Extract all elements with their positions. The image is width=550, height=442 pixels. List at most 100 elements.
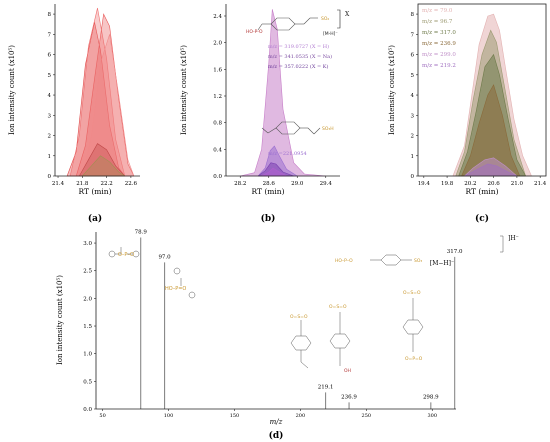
- peak-label: 317.0: [447, 249, 463, 255]
- x-tick-label: 21.4: [52, 181, 65, 187]
- peak-label: 219.1: [318, 384, 334, 390]
- phosphate-ion-icon: [108, 247, 140, 258]
- y-tick-label: 1.0: [83, 352, 92, 358]
- panel-c: 0 1 2 3 4 5 6 7 8 19.4 19.8 20.2 20.6 21.0 21.4 RT (m…: [388, 3, 547, 224]
- x-tick-label: 150: [230, 413, 240, 419]
- x-tick-label: 28.2: [234, 181, 246, 187]
- phosphoric-ion-icon: [173, 267, 196, 299]
- panel-a-ylabel: Ion intensity count (x10⁵): [8, 45, 16, 135]
- phospho-ho-p: HO–P=O: [165, 286, 186, 292]
- panel-a-label: (a): [88, 213, 102, 224]
- y-tick-label: 2: [411, 134, 415, 140]
- y-tick-label: 7: [411, 32, 415, 38]
- x-tick-label: 21.0: [511, 181, 524, 187]
- y-tick-label: 4: [411, 93, 415, 99]
- panel-c-x-ticks: 19.4 19.8 20.2 20.6 21.0 21.4: [418, 176, 547, 187]
- phospho-p-left: O–P–O: [118, 252, 134, 258]
- panel-a-y-ticks: 0 1 2 3 4 5 6 7 8: [48, 12, 55, 180]
- x-tick-label: 200: [296, 413, 306, 419]
- x-tick-label: 50: [99, 413, 105, 419]
- top-structure-phospho: HO–P–O: [335, 258, 353, 264]
- panel-d-label: (d): [269, 430, 284, 441]
- x-tick-label: 19.8: [441, 181, 454, 187]
- panel-b-xlabel: RT (min): [251, 187, 284, 196]
- panel-c-frame: [417, 3, 547, 177]
- panel-b-label: (b): [261, 213, 276, 224]
- panel-b: 0.0 0.4 0.8 1.2 1.6 2.0 2.4 28.2 28.6 29.0 29.4 R…: [180, 4, 350, 224]
- panel-b-legend-entry: m/z = 341.0535 (X = Na): [268, 53, 332, 60]
- fragment-236-oh: OH: [344, 368, 351, 374]
- fragment-298-phospho: O=P=O: [405, 356, 423, 362]
- panel-a: 0 1 2 3 4 5 6 7 8 21.4 21.8 22.2 22.6 RT (min) Ion …: [8, 4, 140, 224]
- y-tick-label: 1.2: [213, 94, 222, 100]
- y-tick-label: 7: [48, 32, 52, 38]
- panel-b-structure-top: [257, 17, 318, 31]
- y-tick-label: 0.5: [83, 379, 92, 385]
- y-tick-label: 2.0: [213, 41, 222, 47]
- bracket-icon: [337, 9, 341, 29]
- x-tick-label: 250: [362, 413, 372, 419]
- y-tick-label: 2.0: [83, 296, 92, 302]
- panel-b-legend-entry: m/z = 319.0727 (X = H): [268, 43, 329, 50]
- fragment-219-icon: [290, 320, 312, 369]
- panel-d-plot-area: [140, 237, 456, 409]
- x-tick-label: 300: [427, 413, 437, 419]
- panel-b-annotation: m/z =221.0954: [268, 151, 307, 157]
- panel-a-plot-area: [66, 7, 135, 177]
- panel-c-label: (c): [475, 213, 489, 224]
- panel-c-ylabel: Ion intensity count (x10⁵): [388, 45, 396, 135]
- panel-b-x-label: X: [345, 11, 350, 18]
- panel-c-xlabel: RT (min): [465, 187, 498, 196]
- panel-c-legend-entry: m/z = 317.0: [422, 30, 456, 36]
- panel-c-legend-entry: m/z = 219.2: [422, 63, 456, 69]
- panel-a-x-ticks: 21.4 21.8 22.2 22.6: [52, 176, 138, 187]
- y-tick-label: 1: [411, 154, 415, 160]
- peak-label: 78.9: [135, 230, 148, 236]
- x-tick-label: 21.8: [76, 181, 89, 187]
- y-tick-label: 0.0: [213, 174, 222, 180]
- structure-so3: SO₂: [321, 16, 329, 22]
- panel-b-legend: m/z = 319.0727 (X = H) m/z = 341.0535 (X …: [268, 43, 332, 70]
- fragment-298-icon: [402, 298, 424, 352]
- peak-label: 236.9: [341, 394, 357, 400]
- panel-d-xlabel: m/z: [270, 418, 283, 426]
- panel-c-legend-entry: m/z = 96.7: [422, 19, 453, 25]
- x-tick-label: 20.6: [488, 181, 501, 187]
- y-tick-label: 4: [48, 93, 52, 99]
- y-tick-label: 8: [48, 12, 52, 18]
- fragment-236-sulfo: O=S=O: [329, 304, 347, 310]
- y-tick-label: 0: [48, 174, 52, 180]
- peak-label: 298.9: [423, 394, 439, 400]
- x-tick-label: 100: [164, 413, 174, 419]
- x-tick-label: 22.2: [100, 181, 112, 187]
- x-tick-label: 28.6: [263, 181, 276, 187]
- y-tick-label: 1.6: [213, 67, 222, 73]
- panel-d-peak-labels: 78.9 97.0 219.1 236.9 298.9 317.0: [135, 230, 463, 401]
- y-tick-label: 6: [411, 53, 415, 59]
- y-tick-label: 3.0: [83, 241, 92, 247]
- panel-b-y-ticks: 0.0 0.4 0.8 1.2 1.6 2.0 2.4: [213, 14, 226, 180]
- top-right-structure: [370, 235, 504, 266]
- fragment-219-sulfo: O=S=O: [290, 314, 308, 320]
- y-tick-label: 6: [48, 53, 52, 59]
- panel-c-legend-entry: m/z = 236.9: [422, 41, 456, 47]
- y-tick-label: 2.4: [213, 14, 222, 20]
- x-tick-label: 29.4: [320, 181, 333, 187]
- panel-c-legend: m/z = 79.0 m/z = 96.7 m/z = 317.0 m/z = 236…: [422, 8, 456, 69]
- structure-ho-p: HO-P-O: [246, 29, 263, 35]
- x-tick-label: 21.4: [534, 181, 547, 187]
- panel-c-y-ticks: 0 1 2 3 4 5 6 7 8: [411, 12, 418, 180]
- panel-c-plot-area: [452, 13, 532, 177]
- panel-b-mh-label: [M-H]⁻: [323, 31, 338, 37]
- x-tick-label: 22.6: [125, 181, 138, 187]
- peak-label: 97.0: [158, 254, 171, 260]
- panel-d-x-ticks: 50 100 150 200 250 300: [99, 409, 437, 419]
- fragment-298-sulfo: O=S=O: [403, 290, 421, 296]
- top-structure-sulfo: SO₃: [414, 258, 422, 264]
- y-tick-label: 5: [411, 73, 415, 79]
- y-tick-label: 3: [411, 113, 415, 119]
- y-tick-label: 5: [48, 73, 52, 79]
- y-tick-label: 2.5: [83, 269, 92, 275]
- x-tick-label: 29.0: [291, 181, 304, 187]
